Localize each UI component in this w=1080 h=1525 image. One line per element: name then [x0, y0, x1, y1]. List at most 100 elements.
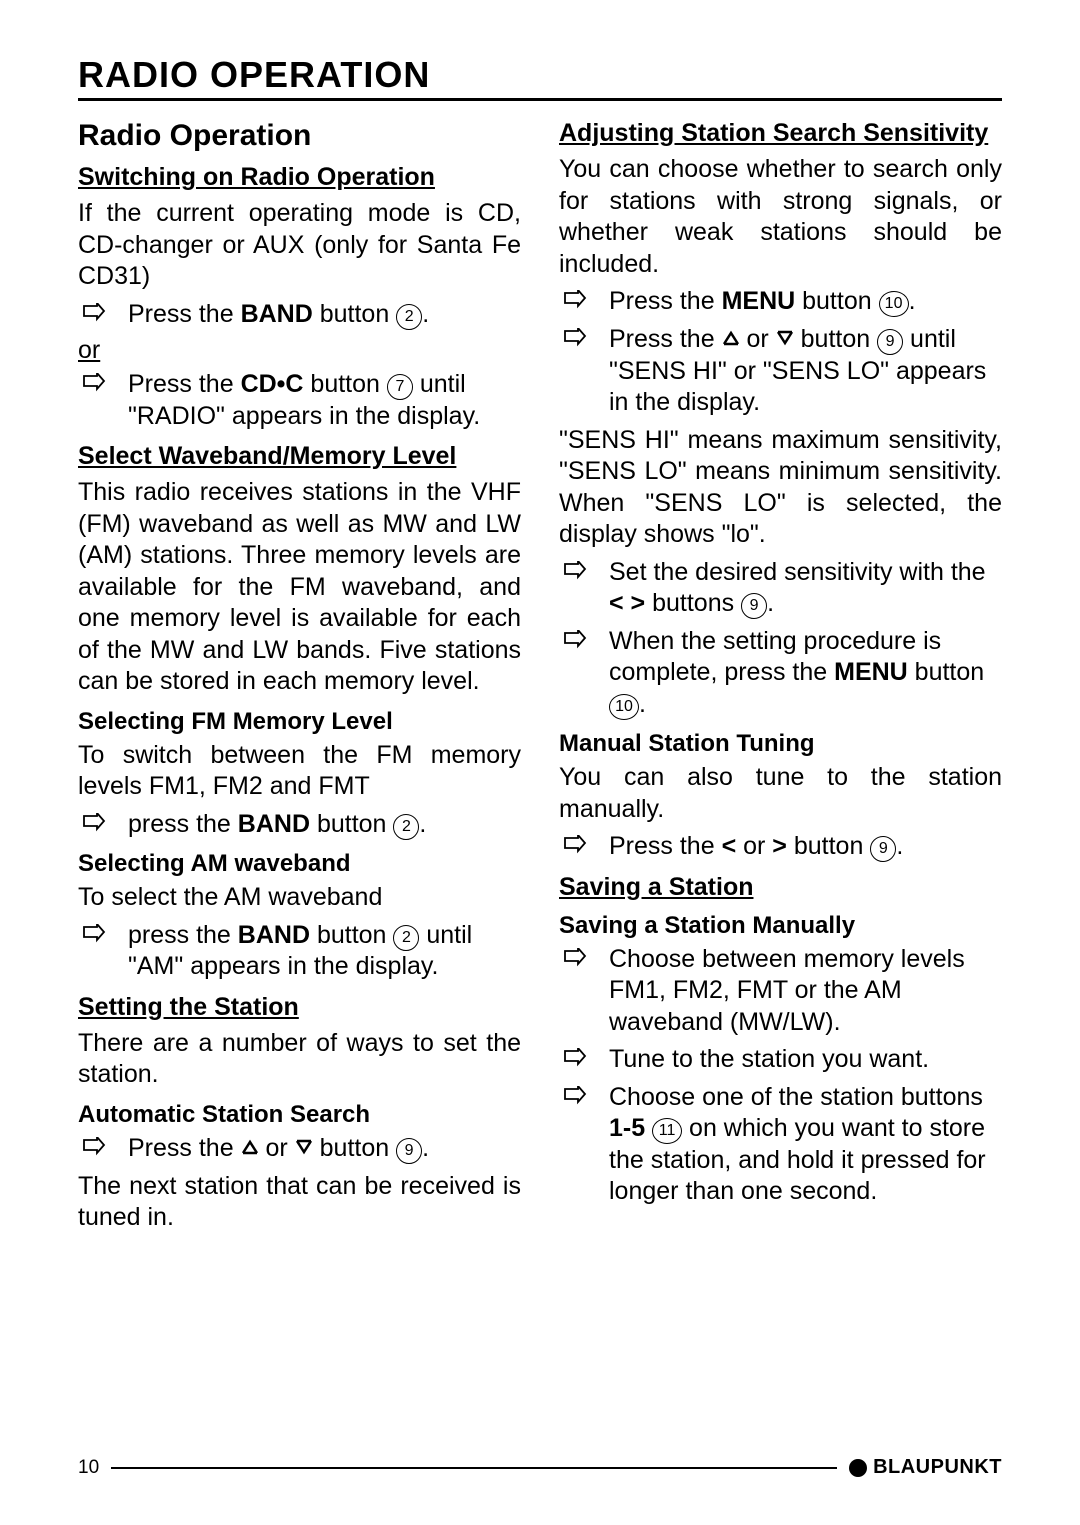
heading-rule: [78, 98, 1002, 101]
ref-10-icon: 10: [609, 694, 639, 720]
page-heading: RADIO OPERATION: [78, 54, 1002, 96]
arrow-icon: [563, 328, 587, 350]
step-text: button: [310, 921, 393, 949]
step-text: .: [422, 1134, 429, 1162]
ref-9-icon: 9: [396, 1138, 422, 1164]
step-text: Press the: [609, 287, 722, 315]
ref-7-icon: 7: [387, 374, 413, 400]
arrow-icon: [563, 948, 587, 970]
step-text: .: [422, 300, 429, 328]
para: This radio receives stations in the VHF …: [78, 477, 521, 698]
para: You can choose whether to search only fo…: [559, 154, 1002, 280]
step-text: or: [259, 1134, 295, 1162]
brand-dot-icon: [849, 1459, 867, 1477]
step: press the BAND button 2.: [78, 809, 521, 841]
arrow-icon: [82, 924, 106, 946]
para: There are a number of ways to set the st…: [78, 1028, 521, 1091]
step: press the BAND button 2 until "AM" appea…: [78, 920, 521, 983]
ref-2-icon: 2: [393, 814, 419, 840]
step-text: Choose between memory levels FM1, FM2, F…: [609, 945, 965, 1036]
lt-icon: <: [722, 832, 737, 860]
para: "SENS HI" means maximum sensitivity, "SE…: [559, 425, 1002, 551]
step: Choose one of the station buttons 1-5 11…: [559, 1082, 1002, 1208]
arrow-icon: [82, 303, 106, 325]
para: The next station that can be received is…: [78, 1171, 521, 1234]
seek-down-icon: [295, 1133, 313, 1165]
step-text: .: [639, 690, 646, 718]
step-bold: 1-5: [609, 1114, 645, 1142]
ref-2-icon: 2: [396, 304, 422, 330]
section-title: Radio Operation: [78, 119, 521, 153]
subsub-save-manual: Saving a Station Manually: [559, 912, 1002, 940]
arrow-icon: [82, 1137, 106, 1159]
step: When the setting procedure is complete, …: [559, 626, 1002, 721]
subhead-adjust-sens: Adjusting Station Search Sensitivity: [559, 119, 1002, 148]
step-text: .: [909, 287, 916, 315]
step-text: Set the desired sensitivity with the: [609, 558, 986, 586]
ref-2-icon: 2: [393, 925, 419, 951]
step-text: Tune to the station you want.: [609, 1045, 929, 1073]
step-text: button: [794, 325, 877, 353]
step-text: button: [313, 1134, 396, 1162]
ref-10-icon: 10: [879, 291, 909, 317]
step-text: Choose one of the station buttons: [609, 1083, 983, 1111]
subsub-fm: Selecting FM Memory Level: [78, 708, 521, 736]
content-columns: Radio Operation Switching on Radio Opera…: [78, 119, 1002, 1240]
step: Press the MENU button 10.: [559, 286, 1002, 318]
arrow-icon: [563, 561, 587, 583]
step-bold: BAND: [238, 921, 310, 949]
step-bold: BAND: [238, 810, 310, 838]
subsub-auto-search: Automatic Station Search: [78, 1101, 521, 1129]
step-text: Press the: [609, 832, 722, 860]
step: Press the < or > button 9.: [559, 831, 1002, 863]
subhead-switching-on: Switching on Radio Operation: [78, 163, 521, 192]
brand-text: BLAUPUNKT: [873, 1456, 1002, 1479]
step-text: button: [303, 370, 386, 398]
arrow-icon: [563, 630, 587, 652]
footer-rule: [111, 1467, 837, 1469]
ref-9-icon: 9: [877, 329, 903, 355]
step-text: button: [787, 832, 870, 860]
step-text: button: [908, 658, 984, 686]
step: Set the desired sensitivity with the < >…: [559, 557, 1002, 620]
step-text: .: [767, 589, 774, 617]
subhead-setting-station: Setting the Station: [78, 993, 521, 1022]
subhead-saving: Saving a Station: [559, 873, 1002, 902]
step-bold: BAND: [241, 300, 313, 328]
step-text: .: [419, 810, 426, 838]
para: To select the AM waveband: [78, 882, 521, 914]
para: You can also tune to the station manuall…: [559, 762, 1002, 825]
step-text: press the: [128, 810, 238, 838]
step: Press the or button 9 until "SENS HI" or…: [559, 324, 1002, 419]
arrow-icon: [82, 373, 106, 395]
left-column: Radio Operation Switching on Radio Opera…: [78, 119, 521, 1240]
step-text: or: [740, 325, 776, 353]
step: Press the CD•C button 7 until "RADIO" ap…: [78, 369, 521, 432]
step: Press the or button 9.: [78, 1133, 521, 1165]
ref-9-icon: 9: [741, 593, 767, 619]
subhead-select-waveband: Select Waveband/Memory Level: [78, 442, 521, 471]
step-text: Press the: [609, 325, 722, 353]
seek-up-icon: [722, 324, 740, 356]
step-text: button: [313, 300, 396, 328]
gt-icon: >: [772, 832, 787, 860]
step-bold: MENU: [722, 287, 796, 315]
step-bold: CD•C: [241, 370, 304, 398]
step: Tune to the station you want.: [559, 1044, 1002, 1076]
arrow-icon: [82, 813, 106, 835]
step-bold: MENU: [834, 658, 908, 686]
ref-9-icon: 9: [870, 836, 896, 862]
step-text: .: [896, 832, 903, 860]
ltgt-icon: < >: [609, 589, 645, 617]
brand-logo: BLAUPUNKT: [849, 1456, 1002, 1479]
step-text: press the: [128, 921, 238, 949]
para: To switch between the FM memory levels F…: [78, 740, 521, 803]
page-number: 10: [78, 1457, 99, 1479]
step-text: button: [795, 287, 878, 315]
step-text: Press the: [128, 370, 241, 398]
or-text: or: [78, 336, 521, 365]
arrow-icon: [563, 1048, 587, 1070]
step-text: or: [736, 832, 772, 860]
arrow-icon: [563, 290, 587, 312]
right-column: Adjusting Station Search Sensitivity You…: [559, 119, 1002, 1240]
